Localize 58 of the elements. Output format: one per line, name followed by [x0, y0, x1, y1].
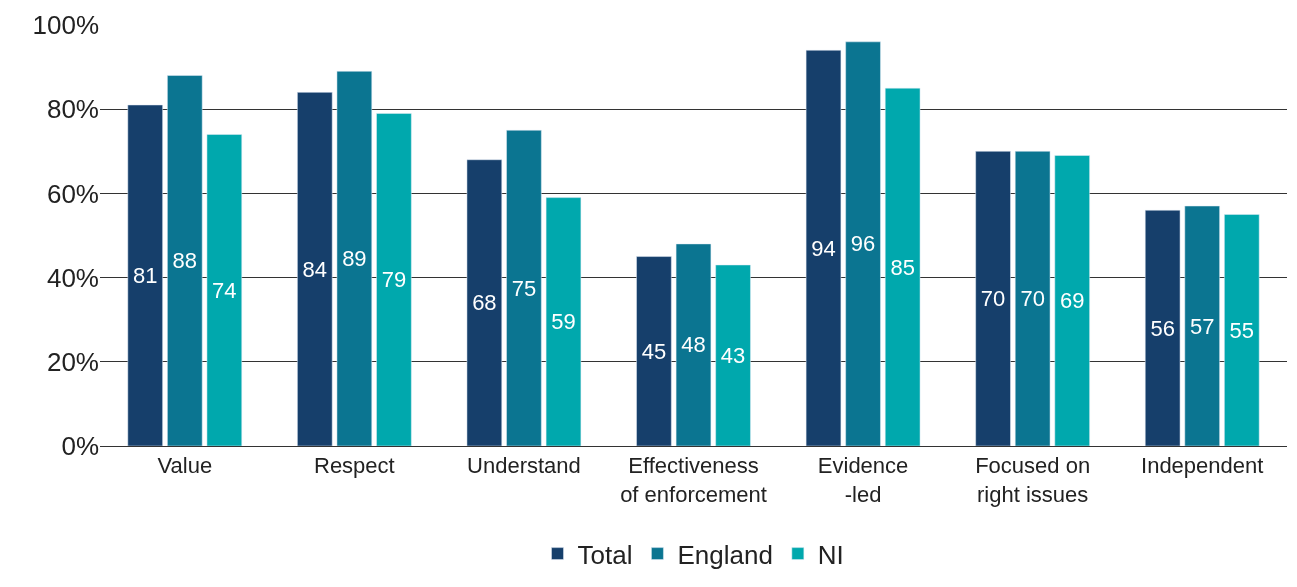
data-label: 48: [681, 332, 706, 358]
bar: [127, 104, 163, 446]
data-label: 85: [890, 254, 915, 280]
bar: [336, 71, 373, 446]
bar: [884, 87, 921, 446]
bar: [1054, 155, 1090, 446]
x-tick-label: Evidence -led: [817, 453, 909, 507]
data-label: 74: [212, 277, 237, 303]
bar: [975, 151, 1011, 446]
bar: [675, 243, 712, 446]
y-tick-label: 0%: [61, 431, 99, 462]
bar: [845, 41, 881, 446]
data-label: 69: [1059, 288, 1085, 314]
bar: [636, 256, 672, 446]
bar: [1224, 214, 1260, 446]
x-tick-label: Focused on right issues: [975, 453, 1091, 507]
y-tick-label: 100%: [32, 10, 99, 41]
bar: [506, 130, 542, 446]
y-tick-label: 40%: [46, 262, 99, 293]
bar: [1184, 205, 1220, 446]
data-label: 88: [172, 248, 198, 274]
x-tick-label: Understand: [467, 453, 581, 479]
bar: [206, 134, 243, 446]
data-label: 43: [720, 342, 746, 368]
bar: [466, 159, 503, 446]
x-tick-label: Respect: [314, 453, 395, 479]
bar: [1144, 209, 1181, 446]
data-label: 68: [472, 290, 497, 316]
data-label: 59: [551, 309, 576, 335]
bar: [1014, 151, 1051, 446]
legend-label: NI: [817, 539, 844, 570]
legend-label: Total: [577, 539, 633, 570]
bar: [715, 264, 751, 446]
x-tick-label: Independent: [1141, 453, 1264, 479]
data-label: 84: [302, 256, 328, 282]
x-tick-label: Effectiveness of enforcement: [620, 453, 767, 507]
data-label: 96: [850, 231, 876, 257]
data-label: 94: [811, 235, 836, 261]
data-label: 45: [641, 338, 667, 364]
data-label: 56: [1150, 315, 1175, 341]
legend-label: England: [677, 539, 773, 570]
y-tick-label: 80%: [46, 94, 99, 125]
data-label: 55: [1229, 317, 1255, 343]
bar: [545, 197, 582, 446]
data-label: 79: [381, 267, 407, 293]
data-label: 70: [1020, 286, 1045, 312]
data-label: 70: [980, 286, 1006, 312]
bar: [297, 92, 333, 446]
data-label: 75: [511, 275, 537, 301]
data-label: 57: [1189, 313, 1215, 339]
x-tick-label: Value: [157, 453, 213, 479]
y-tick-label: 20%: [46, 346, 99, 377]
bar: [167, 75, 203, 446]
y-tick-label: 60%: [46, 178, 99, 209]
data-label: 81: [132, 262, 158, 288]
bar: [376, 113, 412, 446]
bar: [805, 50, 842, 446]
data-label: 89: [342, 246, 367, 272]
